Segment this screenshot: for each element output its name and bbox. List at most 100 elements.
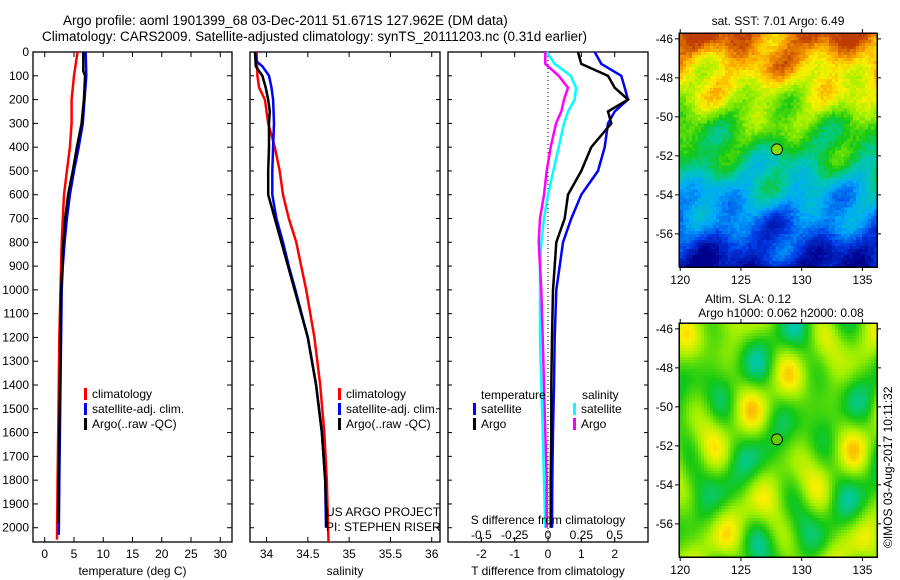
y-tick-label: -46 (656, 32, 674, 46)
x-tick-label: 34.5 (296, 547, 320, 561)
x-tick-label: 20 (155, 547, 169, 561)
y-tick-label: 1300 (2, 354, 29, 368)
x2-tick-label: 0.25 (570, 528, 594, 542)
legend-temperature-heading: temperature (481, 388, 546, 402)
map-frame (678, 322, 878, 558)
x-tick-label: 135 (852, 563, 872, 577)
y-tick-label: 1100 (3, 307, 29, 321)
plot-frame (249, 51, 441, 543)
salinity-profile-panel: 34 34.5 35 35.5 36 salinity climatologysatelli… (249, 51, 441, 578)
y-tick-label: 2000 (2, 521, 29, 535)
x-tick-label: 125 (731, 563, 751, 577)
legend-t-satellite: satellite (481, 402, 522, 416)
x-tick-label: 130 (792, 273, 812, 287)
y-tick-label: -50 (656, 400, 674, 414)
x2-tick-label: 0 (545, 528, 552, 542)
y-tick-label: 100 (9, 69, 29, 83)
profile-title: Argo profile: aoml 1901399_68 03-Dec-201… (63, 13, 508, 28)
series-argo-raw-qc (253, 51, 329, 528)
temperature-profile-panel: 0100200300400500600700800900100011001200… (2, 45, 233, 578)
x-tick-label: 10 (97, 547, 111, 561)
legend-swatch (338, 418, 341, 430)
x-axis-label: temperature (deg C) (78, 564, 186, 578)
legend-climatology: climatology (346, 387, 406, 401)
y-tick-label: 1500 (2, 402, 29, 416)
annotation-pi-stephen-riser: PI: STEPHEN RISER (326, 520, 441, 534)
x-tick-label: 5 (71, 547, 78, 561)
y-tick-label: -46 (656, 322, 674, 336)
sla-map-subtitle: Argo h1000: 0.062 h2000: 0.08 (698, 306, 864, 320)
difference-profile-panel: -2 -1 0 1 2 T difference from climatology temp… (447, 51, 649, 578)
legend-swatch (473, 418, 476, 430)
sst-map-axes: 120 125 130 135 -46 -48 -50 -52 -54 -56 sat. SST: … (656, 14, 881, 287)
y-tick-label: -48 (656, 71, 674, 85)
x-tick-label: -2 (476, 547, 487, 561)
legend-salinity-heading: salinity (582, 388, 619, 402)
argo-float-marker (770, 143, 783, 156)
legend-swatch (573, 418, 576, 430)
sla-map-axes: 120 125 130 135 -46 -48 -50 -52 -54 -56 Altim. SLA… (656, 292, 881, 577)
series-argo-raw-qc (56, 52, 87, 524)
series-s-argo (537, 52, 570, 528)
x-tick-label: -1 (509, 547, 520, 561)
y-tick-label: 0 (22, 45, 29, 59)
y-tick-label: -52 (656, 439, 674, 453)
y-tick-label: 1000 (2, 283, 29, 297)
y-tick-label: 600 (9, 188, 29, 202)
series-t-satellite (550, 51, 630, 528)
sla-map-title: Altim. SLA: 0.12 (705, 292, 791, 306)
y-tick-label: 700 (9, 212, 29, 226)
x-tick-label: 35.5 (379, 547, 403, 561)
x-tick-label: 120 (670, 563, 690, 577)
legend-argo-raw-qc: Argo(..raw -QC) (346, 417, 431, 431)
x-tick-label: 15 (126, 547, 140, 561)
imos-credit: ©IMOS 03-Aug-2017 10:11:32 (881, 386, 895, 548)
legend-satellite-adj-clim: satellite-adj. clim. (346, 402, 438, 416)
sst-map-title: sat. SST: 7.01 Argo: 6.49 (712, 14, 845, 28)
series-s-satellite (538, 51, 578, 528)
legend-swatch (84, 418, 87, 430)
x-tick-label: 1 (578, 547, 585, 561)
series-climatology (255, 51, 330, 543)
y-tick-label: -50 (656, 110, 674, 124)
legend-swatch (338, 403, 341, 415)
climatology-subtitle: Climatology: CARS2009. Satellite-adjuste… (42, 29, 588, 44)
y-tick-label: 400 (9, 140, 29, 154)
x-tick-label: 35 (342, 547, 356, 561)
y-tick-label: -54 (656, 478, 674, 492)
x-axis-label: T difference from climatology (471, 564, 625, 578)
x-tick-label: 30 (214, 547, 228, 561)
y-tick-label: 1800 (2, 473, 29, 487)
y-tick-label: -48 (656, 361, 674, 375)
map-frame (678, 32, 878, 268)
y-tick-label: 900 (9, 259, 29, 273)
y-tick-label: 1200 (2, 330, 29, 344)
x2-tick-label: -0.25 (501, 528, 529, 542)
series-satellite-adj-clim (253, 51, 328, 528)
y-tick-label: 300 (9, 116, 29, 130)
x-axis-label: salinity (327, 564, 364, 578)
argo-float-marker (770, 433, 783, 446)
x-tick-label: 25 (184, 547, 198, 561)
x-tick-label: 125 (731, 273, 751, 287)
legend-swatch (84, 403, 87, 415)
x2-tick-label: 0.5 (606, 528, 623, 542)
legend-satellite-adj-clim: satellite-adj. clim. (92, 402, 184, 416)
legend-t-argo: Argo (481, 417, 507, 431)
y-tick-label: -56 (656, 227, 674, 241)
x-tick-label: 2 (611, 547, 618, 561)
x2-tick-label: -0.5 (471, 528, 492, 542)
y-tick-label: 500 (9, 164, 29, 178)
y-tick-label: -54 (656, 188, 674, 202)
x2-axis-label: S difference from climatology (471, 513, 626, 527)
series-t-argo (549, 51, 631, 528)
legend-swatch (84, 388, 87, 400)
x-tick-label: 34 (260, 547, 274, 561)
x-tick-label: 0 (41, 547, 48, 561)
x-tick-label: 36 (425, 547, 439, 561)
y-tick-label: 1600 (2, 426, 29, 440)
y-tick-label: -52 (656, 149, 674, 163)
annotation-us-argo-project: US ARGO PROJECT (326, 505, 441, 519)
x-tick-label: 135 (852, 273, 872, 287)
